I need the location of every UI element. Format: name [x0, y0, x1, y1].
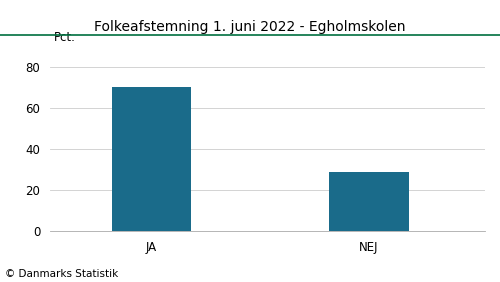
Text: Folkeafstemning 1. juni 2022 - Egholmskolen: Folkeafstemning 1. juni 2022 - Egholmsko…: [94, 20, 406, 34]
Bar: [329, 172, 409, 231]
Bar: [112, 87, 192, 231]
Text: © Danmarks Statistik: © Danmarks Statistik: [5, 269, 118, 279]
Text: Pct.: Pct.: [54, 30, 76, 43]
